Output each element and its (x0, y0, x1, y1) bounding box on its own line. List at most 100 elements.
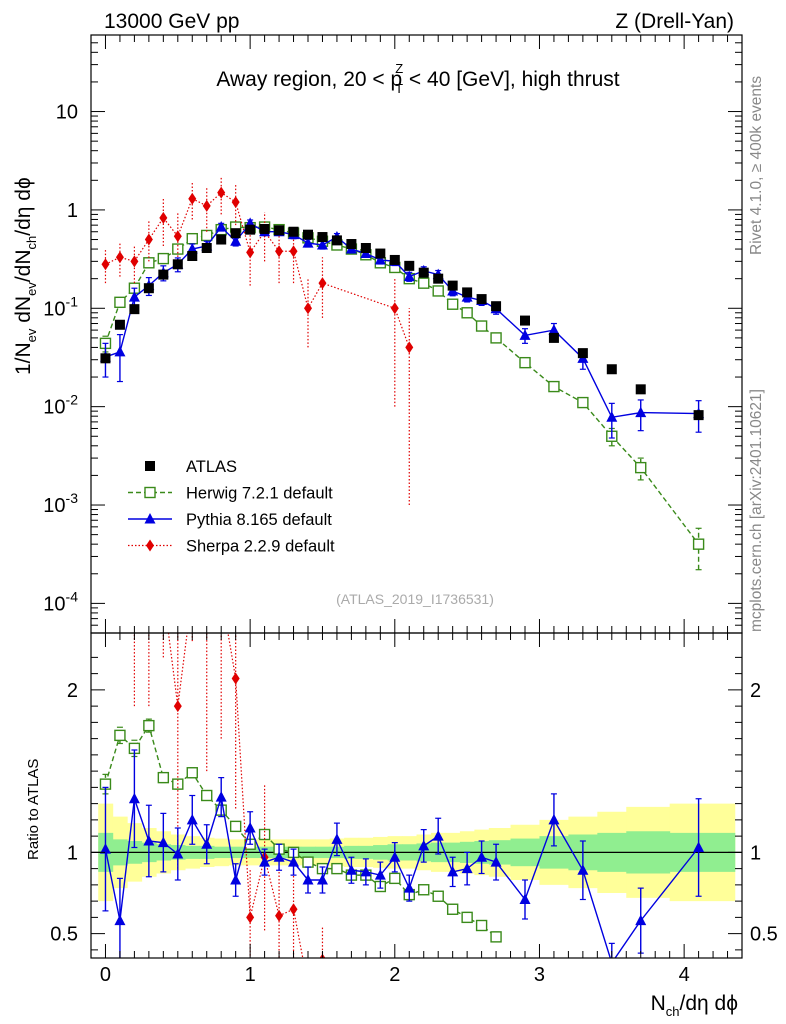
data-point (288, 856, 300, 867)
series-atlas (100, 223, 704, 421)
legend-item-atlas: ATLAS (145, 458, 237, 476)
data-point (275, 245, 284, 258)
data-point (346, 239, 357, 250)
legend-label: ATLAS (186, 458, 237, 476)
legend-marker (144, 486, 156, 499)
xlabel: Nch/dη dϕ (651, 992, 738, 1019)
data-point (201, 243, 212, 254)
series-line (167, 633, 304, 958)
ratio-panel: 0.5 0.5 1 1 2 2 0 1 2 3 4 (50, 632, 778, 986)
data-point (231, 196, 240, 209)
data-point (490, 931, 502, 943)
series-herwig-ratio (99, 718, 502, 943)
data-point (389, 254, 400, 265)
legend-marker (146, 539, 154, 552)
legend-item-sherpa: Sherpa 2.2.9 default (128, 538, 335, 556)
series-sherpa-ratio (133, 633, 326, 958)
data-point (157, 836, 169, 848)
data-point (114, 319, 125, 330)
data-point (114, 729, 126, 742)
rivet-label: Rivet 4.1.0, ≥ 400k events (748, 76, 765, 255)
data-point (432, 830, 444, 841)
data-point (187, 251, 198, 262)
data-point (316, 874, 328, 885)
data-point (244, 822, 256, 833)
data-point (216, 234, 227, 245)
series-sherpa (101, 176, 414, 506)
ytick-label: 10-4 (43, 588, 78, 615)
main-ylabel: 1/Nev dNev/dNch/dη dϕ (12, 177, 39, 375)
data-point (692, 538, 705, 550)
data-point (577, 864, 589, 875)
data-point (577, 348, 588, 359)
xtick-label: 4 (679, 964, 690, 986)
data-point (230, 235, 242, 246)
data-point (316, 238, 328, 250)
plot-title: Away region, 20 < pZ T < 40 [GeV], high t… (216, 61, 619, 96)
data-point (432, 285, 444, 297)
data-point (128, 792, 140, 804)
data-point (345, 864, 357, 875)
xtick-label: 3 (534, 964, 545, 986)
legend-marker (145, 461, 155, 471)
data-point (231, 672, 240, 685)
data-point (172, 848, 184, 859)
data-point (548, 324, 560, 335)
data-point (186, 767, 198, 779)
data-point (245, 224, 256, 235)
data-point (491, 301, 502, 312)
data-point (143, 719, 155, 732)
data-point (157, 252, 170, 265)
ytick-label: 10-2 (43, 392, 78, 419)
data-point (331, 862, 343, 875)
xtick-label: 2 (389, 964, 400, 986)
mcplots-label: mcplots.cern.ch [arXiv:2401.10621] (748, 389, 765, 632)
data-point (114, 296, 126, 309)
ytick-label: 10 (56, 102, 78, 124)
data-point (446, 903, 459, 915)
data-point (303, 229, 313, 240)
data-point (331, 235, 342, 246)
data-point (462, 287, 473, 298)
data-point (475, 320, 488, 332)
data-point (360, 243, 371, 254)
data-point (173, 700, 182, 713)
data-point (230, 874, 242, 885)
ratio-ytick-label: 2 (67, 680, 78, 702)
ytick-label: 10-3 (43, 490, 78, 517)
data-point (157, 771, 170, 784)
data-point (201, 229, 213, 242)
data-point (302, 874, 314, 885)
data-point (143, 257, 155, 269)
ratio-ytick-label-right: 2 (750, 680, 761, 702)
data-point (375, 248, 386, 259)
data-point (144, 233, 153, 246)
data-point (101, 258, 110, 271)
legend-label: Sherpa 2.2.9 default (186, 538, 335, 556)
data-point (158, 269, 169, 280)
data-point (693, 841, 705, 852)
data-point (129, 304, 140, 315)
data-point (188, 192, 197, 205)
data-point (318, 277, 327, 290)
data-point (693, 410, 704, 421)
data-point (289, 245, 298, 258)
data-point (390, 302, 399, 315)
data-point (447, 280, 458, 291)
data-point (215, 791, 227, 802)
data-point (302, 237, 314, 248)
ratio-frame (90, 632, 743, 959)
data-point (447, 865, 459, 877)
process-label: Z (Drell-Yan) (615, 10, 734, 33)
data-point (246, 911, 255, 924)
data-point (246, 246, 255, 259)
legend: ATLAS Herwig 7.2.1 default Pythia 8.165 de… (128, 458, 335, 556)
data-point (418, 277, 430, 289)
data-point (490, 332, 502, 344)
data-point (490, 856, 502, 867)
analysis-id: (ATLAS_2019_I1736531) (336, 591, 494, 607)
xtick-label: 1 (245, 964, 256, 986)
data-point (418, 267, 429, 278)
data-point (186, 813, 198, 825)
